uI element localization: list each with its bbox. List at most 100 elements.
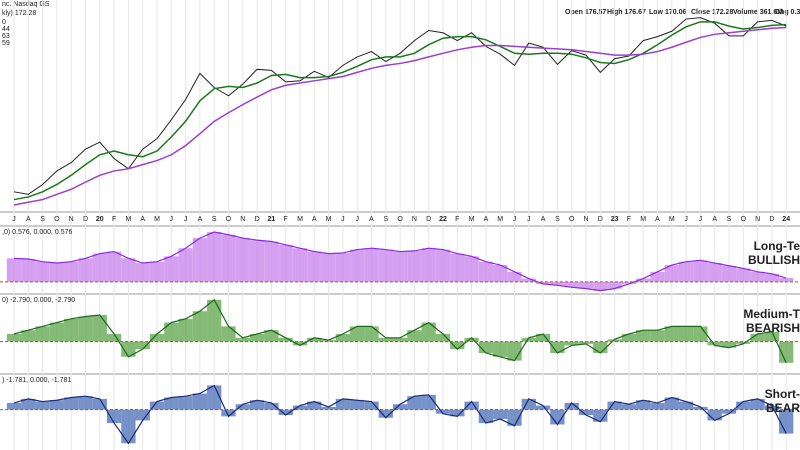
last-price: kly) 172.28 [2,10,36,17]
x-tick-label: D [255,216,260,223]
histogram-bar [550,409,565,425]
x-tick-label: M [154,216,160,223]
histogram-bar [636,330,651,342]
x-tick-label: M [669,216,675,223]
histogram-bar [535,405,551,410]
histogram-bar [578,409,594,416]
histogram-bar [35,261,50,282]
histogram-bar [507,271,522,282]
histogram-bar [192,238,208,282]
histogram-bar [121,409,136,444]
histogram-bar [721,409,737,414]
ma-label: 59 [2,40,10,47]
histogram-bar [650,402,665,410]
x-tick-label: O [54,216,60,223]
x-tick-label: J [527,216,531,223]
histogram-bar [464,337,479,342]
quote-item: Volume 361.6M [733,9,783,16]
histogram-bar [421,248,436,282]
histogram-bar [779,341,794,363]
ma-label: 0 [2,19,6,26]
histogram-bar [678,261,694,282]
histogram-bar [450,341,465,350]
histogram-bar [721,265,737,282]
histogram-bar [49,322,65,342]
x-tick-label: S [555,216,560,223]
histogram-bar [650,330,665,342]
histogram-outline [13,231,787,292]
x-tick-label: F [284,216,288,223]
histogram-bar [664,265,679,282]
histogram-bar [149,261,165,282]
histogram-bar [764,405,780,410]
histogram-bar [235,238,250,282]
histogram-bar [392,337,408,342]
x-tick-label: A [541,216,546,223]
histogram-bar [664,397,679,410]
histogram-bar [450,253,465,282]
x-tick-label: S [727,216,732,223]
histogram-bar [378,409,393,418]
histogram-bar [221,234,236,282]
histogram-bar [192,311,208,342]
histogram-bar [693,406,708,410]
histogram-bar [364,401,379,410]
x-tick-label: D [769,216,774,223]
histogram-bar [779,278,794,282]
x-tick-label: A [484,216,489,223]
indicator-signal: BULLISH [748,253,800,267]
histogram-bar [207,385,222,410]
histogram-bar [764,273,780,282]
histogram-bar [464,401,479,410]
histogram-bar [621,404,637,410]
histogram-bar [49,263,65,282]
histogram-bar [407,330,422,342]
histogram-bar [135,341,150,350]
histogram-bar [364,248,379,282]
histogram-bar [106,334,122,342]
x-tick-label: N [69,216,74,223]
x-tick-label: 21 [268,216,276,223]
histogram-bar [35,326,50,342]
histogram-bar [593,281,608,291]
indicator-legend: ,0) 0.576, 0.000, 0.576 [2,229,73,236]
histogram-bar [521,337,536,342]
histogram-bar [149,334,165,342]
indicator-signal: BEAR [766,401,800,415]
x-tick-label: M [469,216,475,223]
histogram-bar [435,249,451,282]
histogram-bar [378,337,393,342]
histogram-bar [307,337,322,342]
x-tick-label: O [397,216,403,223]
price-line [13,21,787,201]
histogram-bar [664,326,679,342]
histogram-bar [392,251,408,282]
histogram-bar [478,341,494,353]
histogram-bar [378,249,393,282]
histogram-bar [350,249,365,282]
histogram-bar [92,253,107,282]
histogram-bar [593,341,608,353]
histogram-bar [6,402,22,410]
histogram-bar [493,265,508,282]
price-line [13,26,787,206]
histogram-bar [264,330,279,342]
histogram-bar [292,248,308,282]
histogram-bar [335,334,351,342]
histogram-bar [249,400,265,410]
histogram-bar [121,258,136,282]
histogram-bar [636,400,651,410]
indicator-legend: ) -1.781, 0.000, -1.781 [2,377,71,384]
histogram-bar [178,248,193,282]
histogram-bar [207,299,222,342]
histogram-bar [78,258,93,282]
histogram-bar [564,402,579,410]
histogram-bar [578,341,594,344]
histogram-bar [535,334,551,342]
quote-item: High 176.67 [607,9,646,16]
histogram-bar [493,341,508,357]
histogram-bar [235,337,250,342]
x-tick-label: J [699,216,703,223]
x-tick-label: A [312,216,317,223]
